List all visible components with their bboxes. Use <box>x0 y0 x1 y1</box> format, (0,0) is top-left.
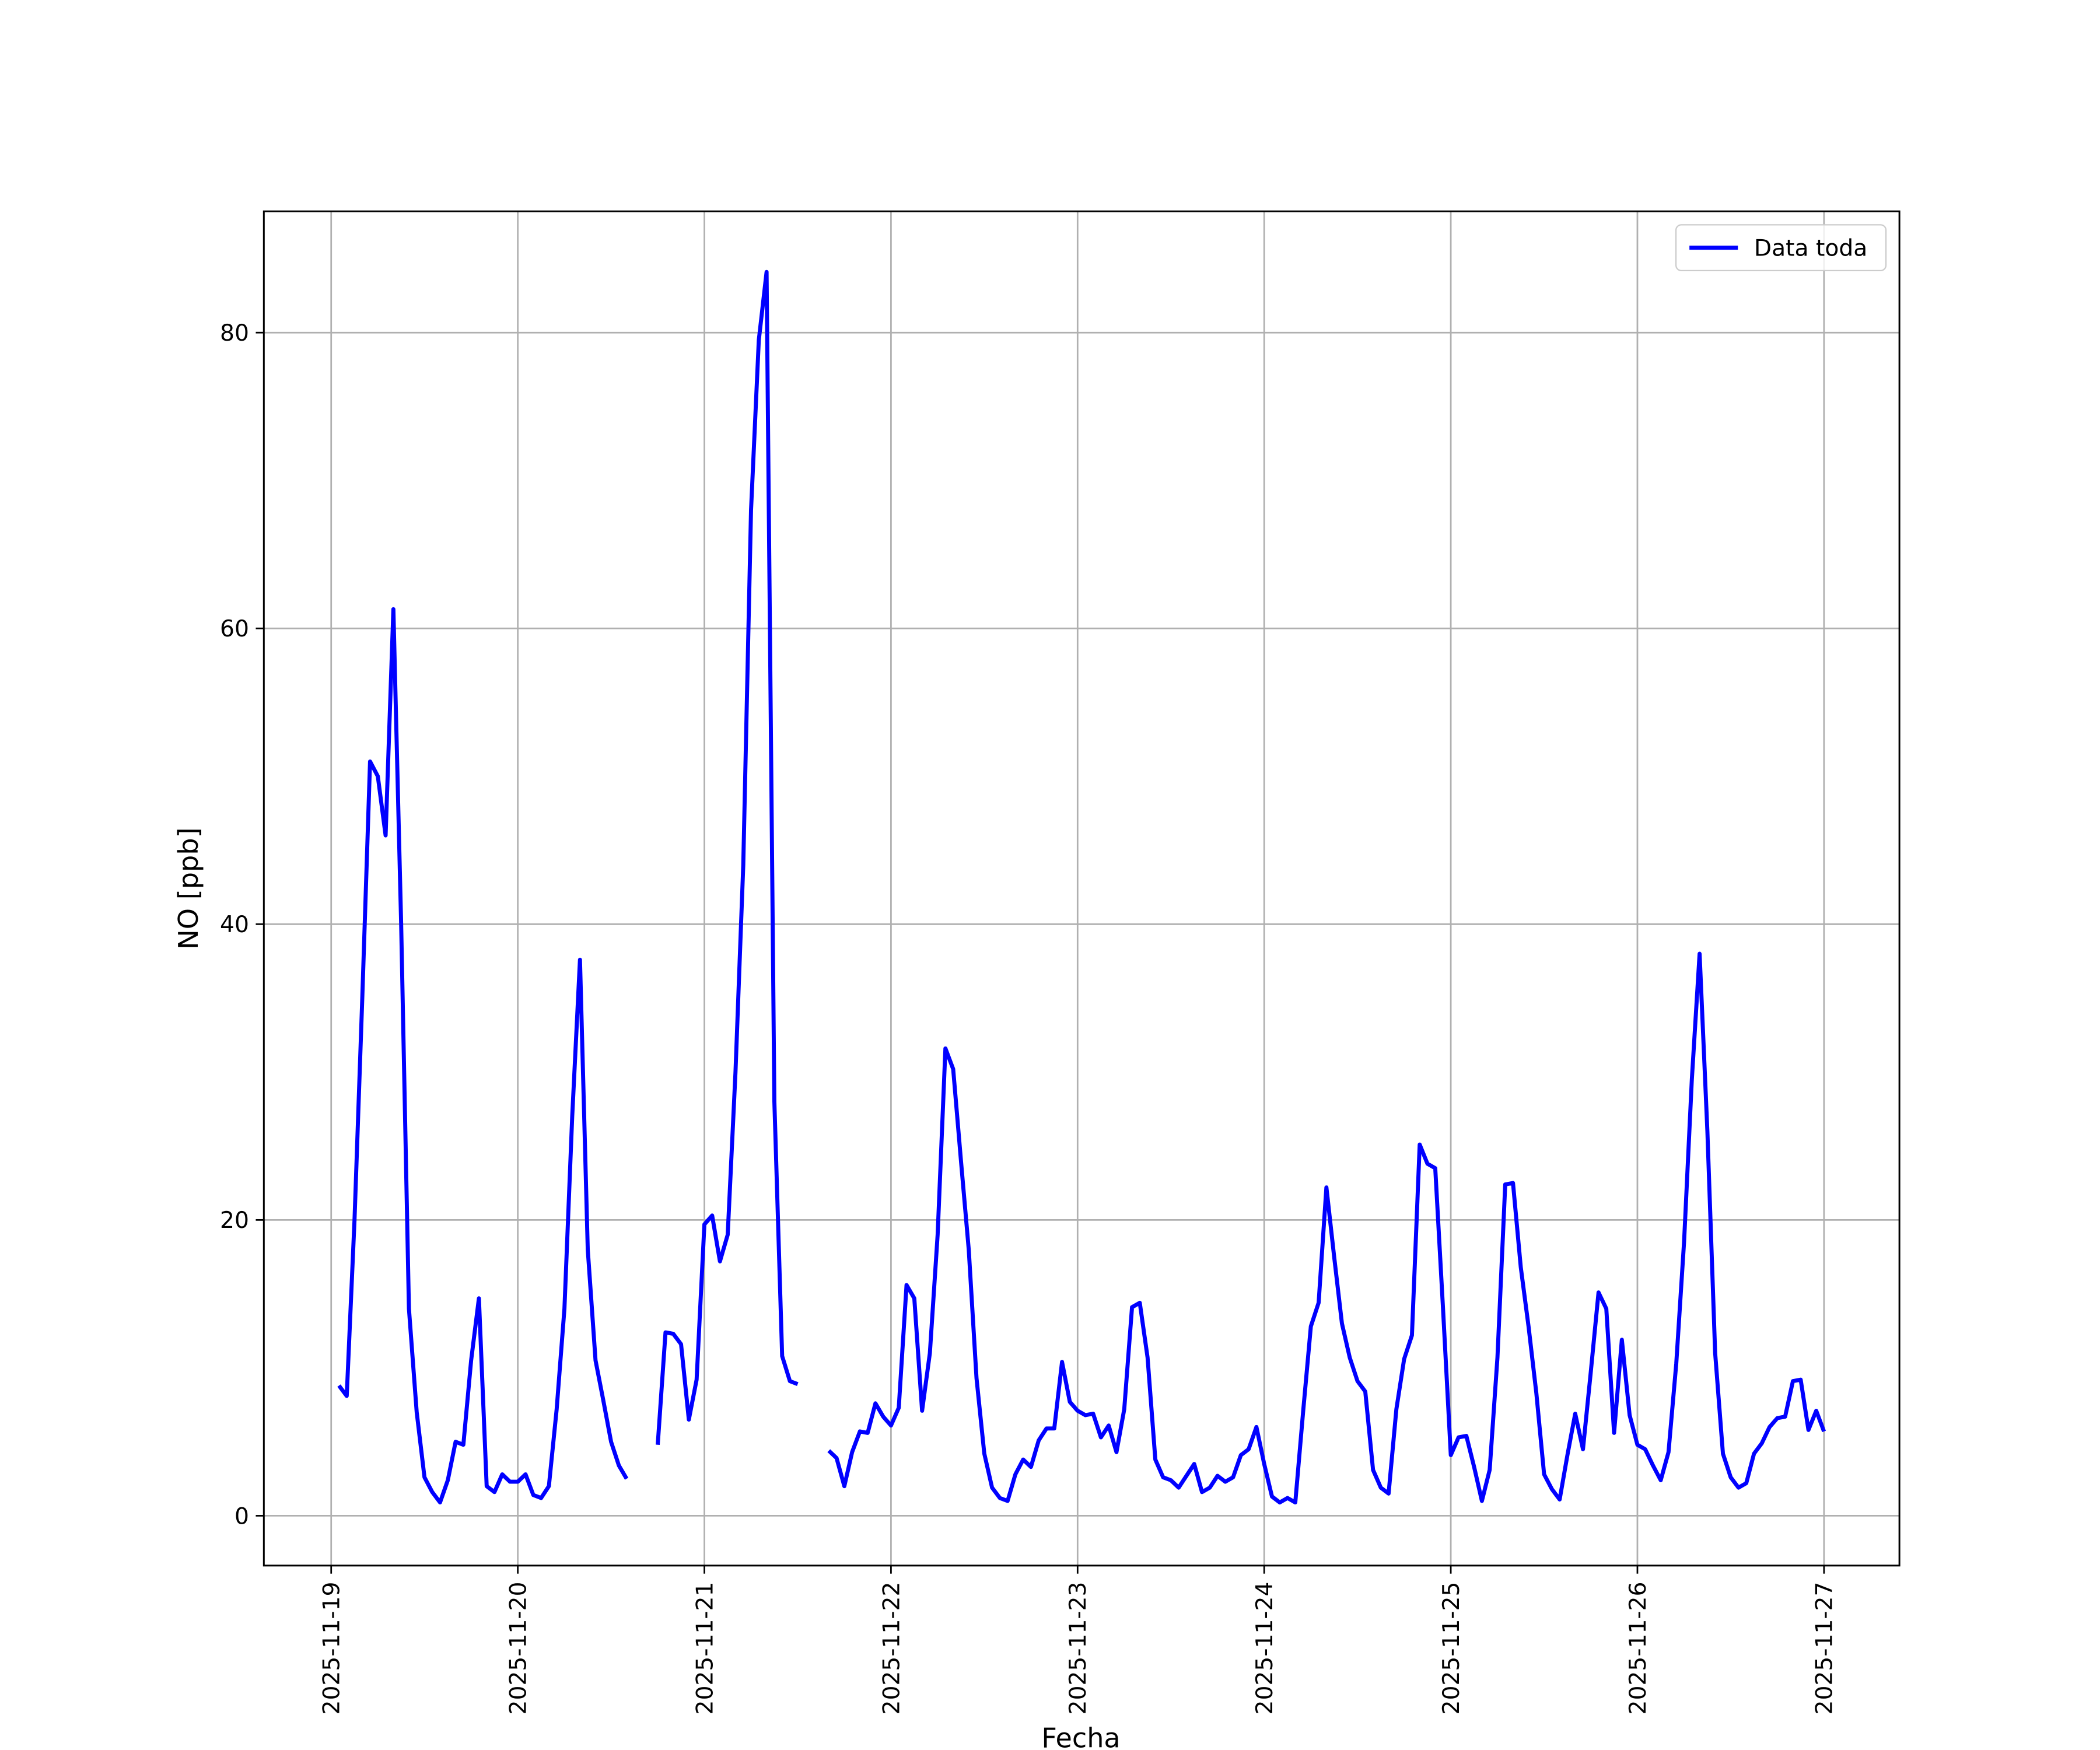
x-axis-label: Fecha <box>1041 1722 1120 1750</box>
plot-data <box>337 270 1826 1505</box>
y-tick-label: 80 <box>220 320 249 346</box>
data-line <box>337 270 1826 1505</box>
x-tick-label: 2025-11-19 <box>319 1582 345 1715</box>
x-tick-label: 2025-11-21 <box>692 1582 718 1715</box>
plot-frame <box>262 210 1901 1567</box>
x-tick-label: 2025-11-20 <box>505 1582 531 1715</box>
y-tick-label: 20 <box>220 1208 249 1234</box>
x-tick-label: 2025-11-23 <box>1065 1582 1091 1715</box>
legend-box <box>1675 224 1887 271</box>
x-tick-label: 2025-11-22 <box>878 1582 905 1715</box>
grid <box>264 211 1900 1566</box>
y-tick-label: 60 <box>220 616 249 642</box>
x-tick-label: 2025-11-25 <box>1438 1582 1465 1715</box>
x-tick-label: 2025-11-27 <box>1812 1582 1838 1715</box>
legend-label: Data toda <box>1754 235 1867 261</box>
x-tick-label: 2025-11-26 <box>1625 1582 1651 1715</box>
y-tick-label: 40 <box>220 912 249 938</box>
y-axis-label: NO [ppb] <box>173 827 204 949</box>
legend: Data toda <box>1675 224 1887 271</box>
x-tick-label: 2025-11-24 <box>1252 1582 1278 1715</box>
y-tick-label: 0 <box>235 1503 249 1530</box>
